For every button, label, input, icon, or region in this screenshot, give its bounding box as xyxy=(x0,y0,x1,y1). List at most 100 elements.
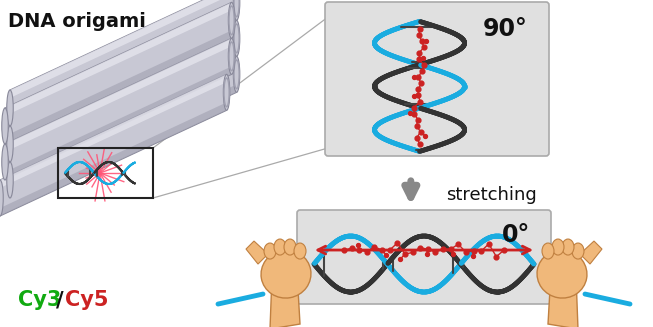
Ellipse shape xyxy=(233,0,240,20)
Point xyxy=(415,245,425,250)
Polygon shape xyxy=(246,241,268,264)
Point xyxy=(417,69,427,74)
Point xyxy=(346,246,357,251)
Point xyxy=(416,81,426,86)
Text: 90°: 90° xyxy=(483,17,528,41)
Ellipse shape xyxy=(7,162,13,198)
Ellipse shape xyxy=(537,250,587,298)
Point xyxy=(392,240,402,246)
Ellipse shape xyxy=(233,20,240,56)
Point xyxy=(407,250,418,255)
Polygon shape xyxy=(0,74,227,216)
Point xyxy=(369,244,379,250)
FancyBboxPatch shape xyxy=(325,2,549,156)
Point xyxy=(381,252,391,258)
Polygon shape xyxy=(5,2,232,144)
Point xyxy=(415,26,425,31)
Polygon shape xyxy=(270,249,300,327)
Point xyxy=(468,248,479,253)
Ellipse shape xyxy=(542,243,554,259)
Point xyxy=(405,110,415,115)
Polygon shape xyxy=(10,56,236,170)
Polygon shape xyxy=(5,38,232,180)
Polygon shape xyxy=(0,102,227,216)
Point xyxy=(413,87,423,92)
Point xyxy=(421,39,431,44)
Ellipse shape xyxy=(284,239,296,255)
Point xyxy=(419,133,430,138)
Point xyxy=(430,250,441,255)
Point xyxy=(415,141,425,146)
Point xyxy=(353,243,364,248)
Polygon shape xyxy=(548,249,578,327)
Point xyxy=(460,250,471,255)
Point xyxy=(416,38,426,43)
Point xyxy=(413,93,423,98)
Polygon shape xyxy=(5,38,232,152)
Polygon shape xyxy=(10,0,236,126)
Polygon shape xyxy=(5,30,232,144)
Ellipse shape xyxy=(274,239,286,255)
Point xyxy=(491,254,502,259)
Ellipse shape xyxy=(261,250,311,298)
Ellipse shape xyxy=(233,56,240,92)
Point xyxy=(414,32,424,38)
Point xyxy=(411,123,422,129)
Ellipse shape xyxy=(0,180,3,216)
Point xyxy=(409,94,419,99)
Ellipse shape xyxy=(223,74,230,110)
Ellipse shape xyxy=(572,243,584,259)
Point xyxy=(400,251,410,257)
Point xyxy=(413,50,424,56)
Point xyxy=(468,253,478,258)
Polygon shape xyxy=(10,12,236,126)
Text: stretching: stretching xyxy=(446,186,537,204)
Ellipse shape xyxy=(294,243,306,259)
Ellipse shape xyxy=(552,239,564,255)
Point xyxy=(445,247,456,252)
Polygon shape xyxy=(0,74,227,188)
Point xyxy=(419,62,430,68)
Ellipse shape xyxy=(264,243,276,259)
Point xyxy=(499,248,509,253)
Point xyxy=(447,251,458,257)
Ellipse shape xyxy=(229,2,235,38)
Point xyxy=(438,246,448,251)
Point xyxy=(415,99,426,104)
Point xyxy=(453,242,464,247)
Point xyxy=(409,111,420,116)
Point xyxy=(385,248,395,253)
Ellipse shape xyxy=(2,144,8,180)
Polygon shape xyxy=(10,84,236,198)
Point xyxy=(362,249,372,254)
Polygon shape xyxy=(10,20,236,162)
Ellipse shape xyxy=(2,108,8,144)
Polygon shape xyxy=(5,2,232,116)
Polygon shape xyxy=(5,66,232,180)
Polygon shape xyxy=(10,0,236,98)
Point xyxy=(409,75,419,80)
Point xyxy=(354,248,364,253)
Bar xyxy=(58,148,153,198)
Point xyxy=(422,247,433,252)
Point xyxy=(377,248,387,253)
Point xyxy=(415,129,426,134)
Text: Cy5: Cy5 xyxy=(65,290,108,310)
Point xyxy=(411,135,422,141)
Point xyxy=(418,55,428,60)
Text: DNA origami: DNA origami xyxy=(8,12,146,31)
Polygon shape xyxy=(580,241,602,264)
Point xyxy=(483,241,494,247)
Polygon shape xyxy=(10,56,236,198)
Point xyxy=(395,256,406,262)
Point xyxy=(413,117,423,122)
Point xyxy=(339,248,349,253)
Text: /: / xyxy=(56,290,63,310)
Point xyxy=(413,75,423,80)
Ellipse shape xyxy=(7,126,13,162)
Point xyxy=(476,249,486,254)
Text: 0°: 0° xyxy=(502,223,530,247)
Polygon shape xyxy=(10,48,236,162)
Polygon shape xyxy=(10,20,236,134)
Point xyxy=(413,57,424,62)
